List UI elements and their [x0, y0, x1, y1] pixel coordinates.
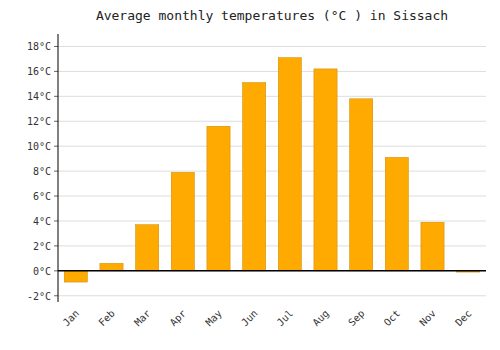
bar [385, 157, 408, 270]
x-tick-label: Sep [346, 308, 367, 329]
bar [243, 83, 266, 271]
bar [421, 222, 444, 271]
title: Average monthly temperatures (°C ) in Si… [96, 8, 448, 23]
y-tick-label: 18°C [27, 41, 51, 52]
y-tick [54, 220, 58, 221]
y-tick-label: 4°C [33, 216, 51, 227]
bar [350, 99, 373, 271]
y-tick-label: 16°C [27, 66, 51, 77]
bar [136, 225, 159, 271]
x-tick-label: Jul [275, 308, 296, 329]
y-tick [54, 196, 58, 197]
zero-line [58, 270, 486, 272]
y-tick [54, 171, 58, 172]
y-axis-line [58, 34, 59, 302]
bar [64, 271, 87, 282]
grid-line [58, 121, 486, 122]
chart-container: Average monthly temperatures (°C ) in Si… [0, 0, 500, 350]
grid-line [58, 71, 486, 72]
y-tick [54, 295, 58, 296]
x-tick-label: Oct [382, 308, 403, 329]
x-tick-label: Jan [61, 308, 82, 329]
y-tick-label: 0°C [33, 266, 51, 277]
y-tick-label: 2°C [33, 241, 51, 252]
y-tick-label: 14°C [27, 91, 51, 102]
y-tick-label: -2°C [27, 291, 51, 302]
y-tick [54, 245, 58, 246]
x-tick-label: Jun [239, 308, 260, 329]
x-tick-label: Dec [453, 308, 474, 329]
y-axis: -2°C 0°C 2°C 4°C 6°C 8°C 10°C 12°C 14°C 16°C 18°C [27, 41, 58, 301]
x-tick-label: May [203, 308, 224, 329]
x-tick-label: Mar [132, 308, 153, 329]
y-tick [54, 71, 58, 72]
bar [100, 263, 123, 270]
x-axis: Jan Feb Mar Apr May Jun Jul Aug Sep Oct Nov Dec [61, 308, 474, 329]
bar [207, 126, 230, 271]
y-tick [54, 96, 58, 97]
grid-line [58, 295, 486, 296]
grid-line [58, 196, 486, 197]
grid-line [58, 146, 486, 147]
grid-line [58, 171, 486, 172]
bar [171, 172, 194, 270]
y-tick [54, 270, 58, 271]
bar [278, 58, 301, 271]
grid-line [58, 96, 486, 97]
y-tick-label: 8°C [33, 166, 51, 177]
bars [64, 58, 480, 282]
chart: Average monthly temperatures (°C ) in Si… [0, 0, 500, 350]
y-tick-label: 6°C [33, 191, 51, 202]
y-tick-label: 12°C [27, 116, 51, 127]
x-tick-label: Nov [417, 308, 438, 329]
y-tick-label: 10°C [27, 141, 51, 152]
grid-line [58, 220, 486, 221]
grid-line [58, 270, 486, 271]
x-tick-label: Feb [96, 308, 117, 329]
x-tick-label: Apr [168, 308, 189, 329]
x-tick-label: Aug [310, 308, 331, 329]
bar [314, 69, 337, 271]
y-tick [54, 121, 58, 122]
grid-line [58, 46, 486, 47]
y-tick [54, 46, 58, 47]
grid [58, 46, 486, 295]
y-tick [54, 146, 58, 147]
